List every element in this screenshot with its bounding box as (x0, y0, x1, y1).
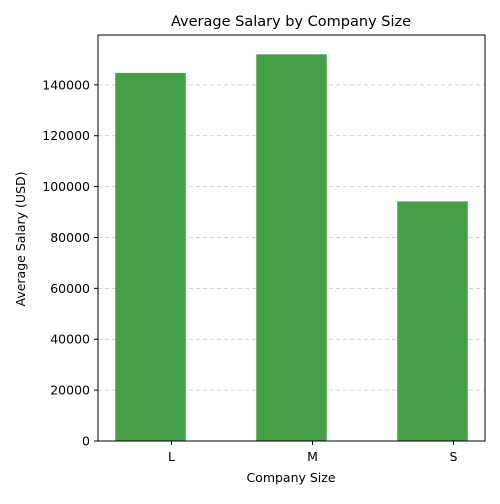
y-tick-label: 140000 (42, 77, 90, 92)
x-tick-label: L (168, 449, 175, 464)
y-tick-label: 60000 (50, 281, 90, 296)
y-tick-label: 40000 (50, 332, 90, 347)
y-tick-label: 100000 (42, 179, 90, 194)
axes (97, 34, 486, 442)
bar-l (115, 72, 186, 442)
y-tick-label: 80000 (50, 230, 90, 245)
x-axis-label: Company Size (246, 470, 335, 485)
y-tick-label: 120000 (42, 128, 90, 143)
bar-m (256, 54, 327, 441)
bar-s (397, 201, 468, 441)
chart-title: Average Salary by Company Size (171, 14, 411, 30)
y-tick-label: 20000 (50, 383, 90, 398)
bars (115, 54, 468, 442)
x-tick-label: S (450, 449, 458, 464)
y-axis-label: Average Salary (USD) (13, 171, 28, 306)
y-axis-ticks: 0 20000 40000 60000 80000 100000 120000 140000 (42, 77, 98, 449)
y-tick-label: 0 (82, 434, 90, 449)
plot-frame (97, 34, 486, 442)
x-tick-label: M (307, 449, 318, 464)
